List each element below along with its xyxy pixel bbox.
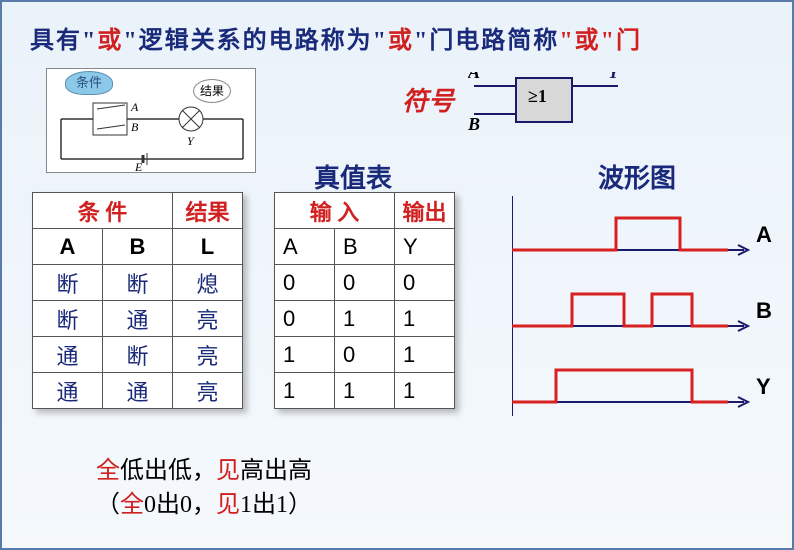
table-row: 011 [275,301,455,337]
gate-text: ≥1 [528,86,547,106]
table-row: 111 [275,373,455,409]
table1-sub-a: A [33,229,103,265]
svg-text:A: A [130,100,139,114]
svg-text:A: A [756,222,772,247]
circuit-diagram: 条件 结果 A B Y E [46,68,256,173]
svg-text:B: B [131,120,139,134]
table-row: 断通亮 [33,301,243,337]
table-row: 断断熄 [33,265,243,301]
gate-symbol-area: 符号 ≥1 A B Y [402,72,628,126]
table2-sub-a: A [275,229,335,265]
table1-header-condition: 条 件 [33,193,173,229]
or-gate-symbol: ≥1 A B Y [468,72,628,126]
table2-sub-b: B [335,229,395,265]
table1-header-result: 结果 [173,193,243,229]
svg-text:Y: Y [187,134,195,148]
table1-sub-b: B [103,229,173,265]
svg-text:B: B [756,298,772,323]
page-title: 具有"或"逻辑关系的电路称为"或"门电路简称"或"门 [2,2,792,63]
svg-text:Y: Y [756,374,771,399]
table2-header-out: 输出 [395,193,455,229]
svg-text:Y: Y [608,72,621,82]
svg-text:B: B [468,114,480,132]
waveform-diagram: A B Y [512,196,782,436]
result-bubble: 结果 [193,79,231,103]
summary-text: 全低出低，见高出高 （全0出0，见1出1） [96,454,312,522]
table-row: 通断亮 [33,337,243,373]
table-row: 101 [275,337,455,373]
table2-header-in: 输 入 [275,193,395,229]
table1-sub-l: L [173,229,243,265]
condition-table: 条 件 结果 A B L 断断熄 断通亮 通断亮 通通亮 [32,192,243,409]
truth-table: 输 入 输出 A B Y 000 011 101 111 [274,192,455,409]
condition-bubble: 条件 [65,71,113,95]
svg-text:E: E [134,160,143,174]
table2-sub-y: Y [395,229,455,265]
truth-table-title: 真值表 [314,158,392,195]
table-row: 通通亮 [33,373,243,409]
table-row: 000 [275,265,455,301]
svg-text:A: A [468,72,480,82]
waveform-title: 波形图 [598,158,676,195]
symbol-label: 符号 [402,81,454,118]
